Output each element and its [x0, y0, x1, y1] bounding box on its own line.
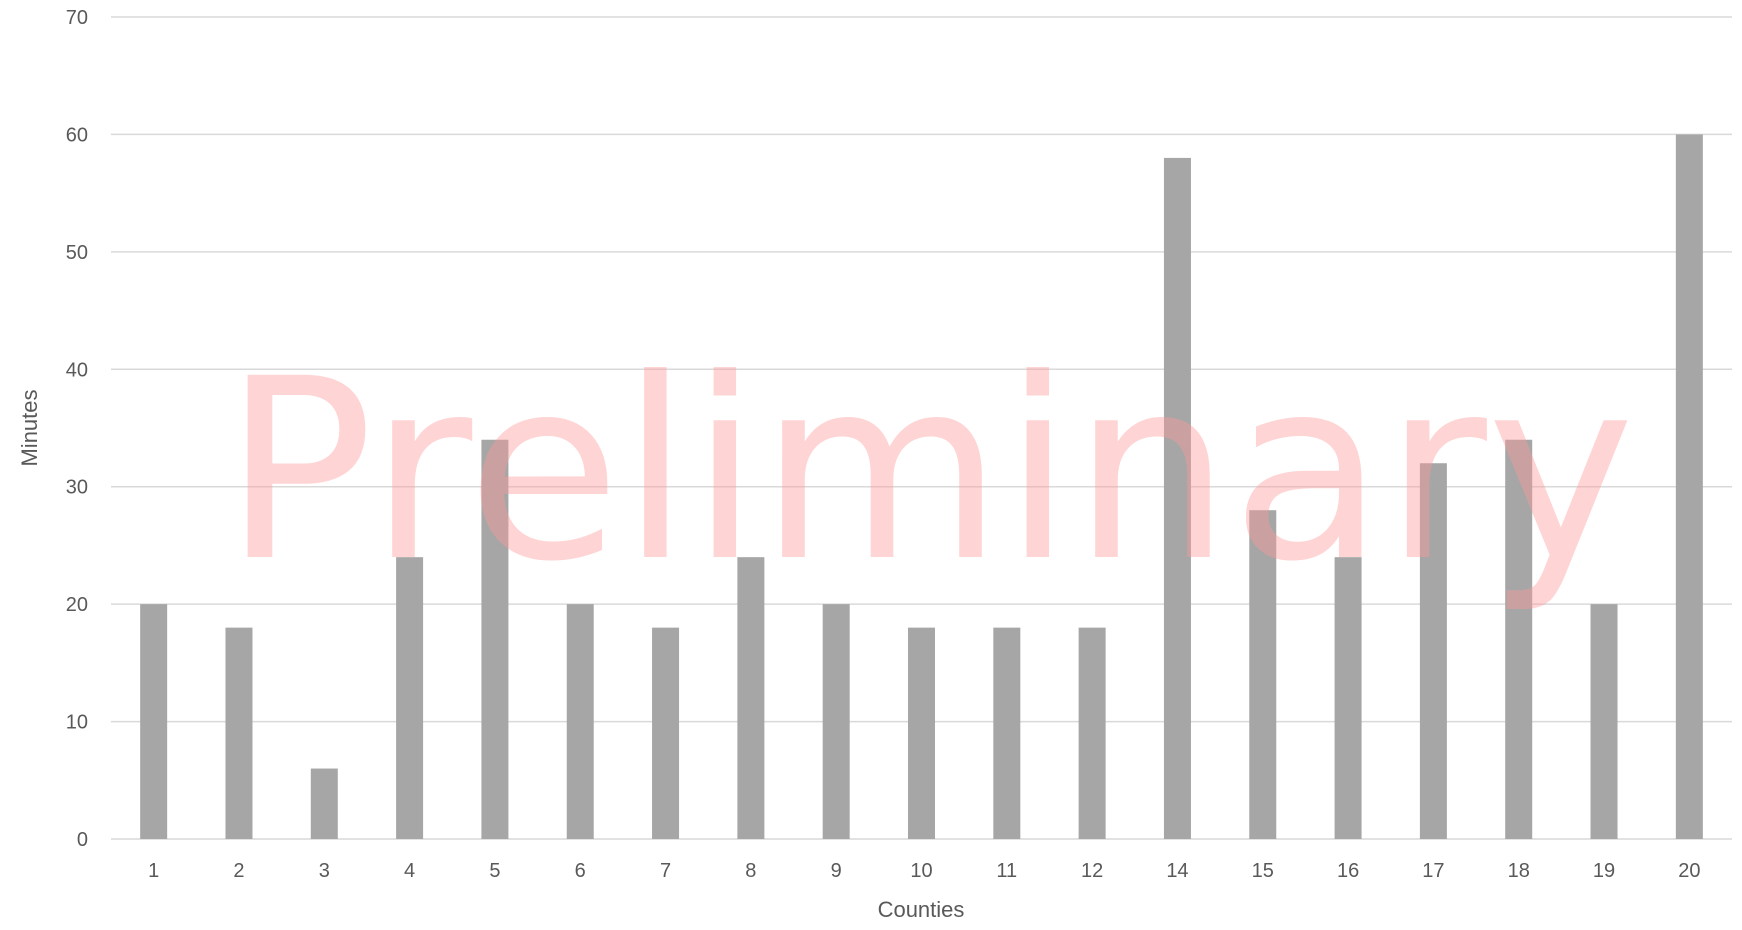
x-tick-label: 18	[1508, 860, 1530, 882]
bar-county-15	[1249, 510, 1277, 839]
bar-county-7	[652, 627, 680, 839]
y-tick-label: 30	[66, 477, 88, 499]
x-tick-label: 14	[1166, 860, 1188, 882]
bar-county-17	[1419, 463, 1447, 839]
bar-county-6	[566, 604, 594, 839]
bar-county-3	[310, 768, 338, 839]
bar-county-10	[908, 627, 935, 839]
bar-county-20	[1675, 134, 1703, 839]
y-tick-label: 40	[66, 359, 88, 381]
x-axis-title: Counties	[878, 897, 965, 922]
y-tick-labels: 0 10 20 30 40 50 60 70	[66, 7, 88, 851]
x-tick-label: 10	[910, 860, 932, 882]
bars	[140, 134, 1703, 839]
x-tick-label: 3	[319, 860, 330, 882]
x-tick-label: 2	[233, 860, 244, 882]
x-tick-label: 9	[831, 860, 842, 882]
x-tick-label: 12	[1081, 860, 1103, 882]
bar-county-11	[993, 627, 1021, 839]
bar-county-12	[1078, 627, 1106, 839]
preliminary-watermark: Preliminary	[223, 325, 1635, 616]
bar-county-5	[481, 439, 509, 839]
bar-county-18	[1505, 439, 1533, 839]
x-tick-labels: 1 2 3 4 5 6 7 8 9 10 11 12 14 15 16 17 18 19 20	[148, 860, 1700, 882]
x-tick-label: 5	[489, 860, 500, 882]
y-tick-label: 20	[66, 594, 88, 616]
bar-county-9	[822, 604, 850, 839]
x-tick-label: 15	[1252, 860, 1274, 882]
y-tick-label: 50	[66, 242, 88, 264]
x-tick-label: 16	[1337, 860, 1359, 882]
x-tick-label: 1	[148, 860, 159, 882]
x-tick-label: 4	[404, 860, 415, 882]
y-tick-label: 0	[77, 829, 88, 851]
bar-county-1	[140, 604, 168, 839]
x-tick-label: 20	[1678, 860, 1700, 882]
x-tick-label: 7	[660, 860, 671, 882]
y-tick-label: 70	[66, 7, 88, 29]
y-axis-title: Minutes	[17, 389, 42, 466]
x-tick-label: 19	[1593, 860, 1615, 882]
y-tick-label: 10	[66, 712, 88, 734]
gridlines	[111, 16, 1732, 840]
bar-county-8	[737, 557, 765, 839]
bar-county-14	[1163, 157, 1191, 839]
x-tick-label: 6	[575, 860, 586, 882]
bar-county-16	[1334, 557, 1362, 839]
bar-county-2	[225, 627, 253, 839]
x-tick-label: 11	[996, 860, 1017, 882]
y-tick-label: 60	[66, 124, 88, 146]
x-tick-label: 17	[1422, 860, 1444, 882]
x-tick-label: 8	[745, 860, 756, 882]
bar-county-19	[1590, 604, 1618, 839]
bar-county-4	[396, 557, 424, 839]
